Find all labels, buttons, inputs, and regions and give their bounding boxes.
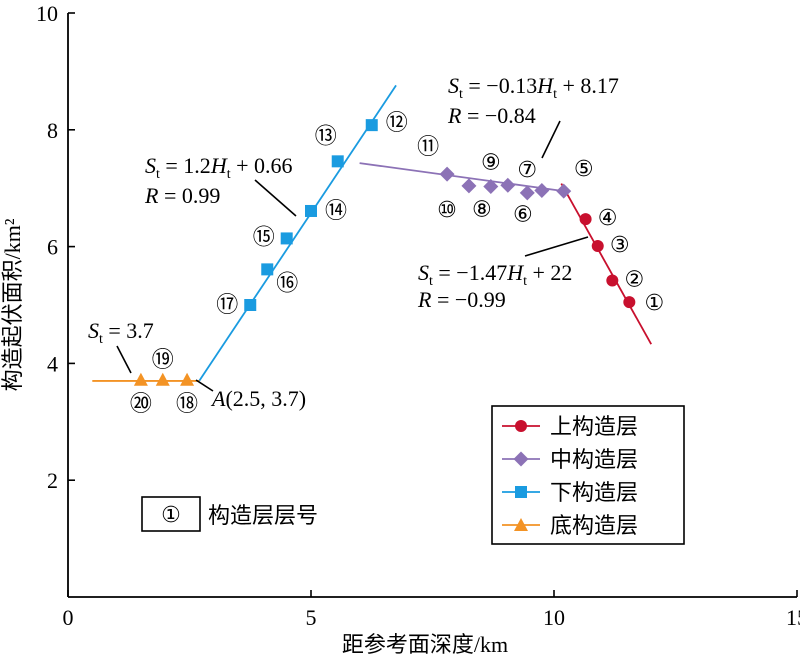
y-tick-label: 2	[47, 468, 58, 493]
point-label: ④	[598, 206, 618, 231]
x-tick-label: 15	[786, 605, 800, 630]
point-label: ⑭	[325, 199, 347, 224]
y-tick-label: 10	[36, 1, 58, 26]
legend-label: 上构造层	[550, 414, 638, 439]
legend-marker	[515, 420, 527, 432]
x-tick-label: 5	[306, 605, 317, 630]
point-label: ⑫	[386, 111, 408, 136]
point-label: ⑦	[517, 158, 537, 183]
layer-number-key: ① 构造层层号	[141, 496, 318, 532]
data-point	[155, 372, 170, 386]
y-tick-label: 4	[47, 351, 58, 376]
leader-mid	[254, 179, 297, 217]
svg-text:St = −0.13Ht + 8.17: St = −0.13Ht + 8.17	[448, 73, 619, 102]
data-point	[365, 119, 378, 132]
data-point	[556, 183, 572, 199]
fit-line	[560, 183, 652, 345]
data-point	[244, 299, 257, 311]
data-point	[579, 213, 592, 226]
data-point	[519, 185, 535, 201]
point-label: ⑮	[253, 225, 275, 250]
point-label: ⑳	[130, 392, 152, 417]
y-axis-title: 构造起伏面积/km²	[0, 218, 25, 391]
svg-text:R = −0.99: R = −0.99	[417, 287, 506, 312]
fit-line	[198, 84, 397, 382]
point-label: ⑯	[276, 271, 298, 296]
data-point	[305, 204, 317, 217]
annotation-point-a: A(2.5, 3.7)	[210, 386, 306, 411]
x-tick-label: 10	[543, 605, 565, 630]
x-axis-title: 距参考面深度/km	[342, 632, 508, 657]
legend-label: 下构造层	[550, 480, 638, 505]
key-symbol: ①	[161, 503, 181, 528]
point-label: ②	[624, 267, 644, 292]
svg-text:St = 1.2Ht + 0.66: St = 1.2Ht + 0.66	[145, 153, 293, 182]
data-point	[261, 263, 274, 276]
svg-text:R = −0.84: R = −0.84	[447, 103, 536, 128]
data-point	[483, 178, 499, 194]
annotation-mid-equation: St = 1.2Ht + 0.66 R = 0.99	[144, 153, 293, 208]
point-label: ⑬	[315, 124, 337, 149]
leader-point-a	[195, 379, 214, 392]
fit-lines	[92, 84, 652, 382]
svg-text:R = 0.99: R = 0.99	[144, 183, 220, 208]
point-label: ⑩	[437, 198, 457, 223]
fit-line	[359, 162, 564, 193]
legend-label: 底构造层	[550, 513, 638, 538]
point-label: ⑧	[472, 197, 492, 222]
y-tick-label: 6	[47, 235, 58, 260]
annotation-base-equation: St = 3.7	[88, 318, 154, 347]
data-point	[623, 296, 636, 309]
y-tick-label: 8	[47, 118, 58, 143]
point-label: ⑪	[417, 135, 439, 160]
legend-label: 中构造层	[550, 447, 638, 472]
point-label: ⑲	[152, 348, 174, 373]
point-label: ⑤	[574, 157, 594, 182]
axes: 2 4 6 8 10 0 5 10 15	[36, 1, 800, 630]
point-label: ⑥	[513, 203, 533, 228]
data-points	[133, 119, 636, 386]
legend-marker	[513, 451, 529, 467]
data-point	[331, 155, 344, 168]
leader-low	[524, 236, 589, 257]
point-label: ⑰	[216, 293, 238, 318]
legend-marker	[515, 486, 527, 498]
annotation-low-equation: St = −1.47Ht + 22 R = −0.99	[417, 260, 572, 312]
point-label: ⑨	[481, 150, 501, 175]
point-label: ③	[610, 233, 630, 258]
data-point	[461, 178, 477, 194]
svg-text:St = −1.47Ht + 22: St = −1.47Ht + 22	[418, 260, 572, 289]
annotation-upper-equation: St = −0.13Ht + 8.17 R = −0.84	[447, 73, 619, 128]
data-point	[606, 274, 619, 287]
data-point	[280, 232, 293, 245]
point-label: ⑱	[176, 392, 198, 417]
leader-base	[116, 345, 132, 374]
point-label: ①	[644, 291, 664, 316]
data-point	[180, 372, 195, 386]
legend-marker	[514, 518, 528, 531]
data-point	[439, 166, 455, 182]
leader-upper	[541, 120, 561, 159]
data-point	[500, 177, 516, 193]
data-point	[534, 183, 550, 199]
key-text: 构造层层号	[208, 503, 318, 528]
x-tick-label: 0	[63, 605, 74, 630]
data-point	[133, 372, 148, 386]
data-point	[591, 240, 604, 253]
